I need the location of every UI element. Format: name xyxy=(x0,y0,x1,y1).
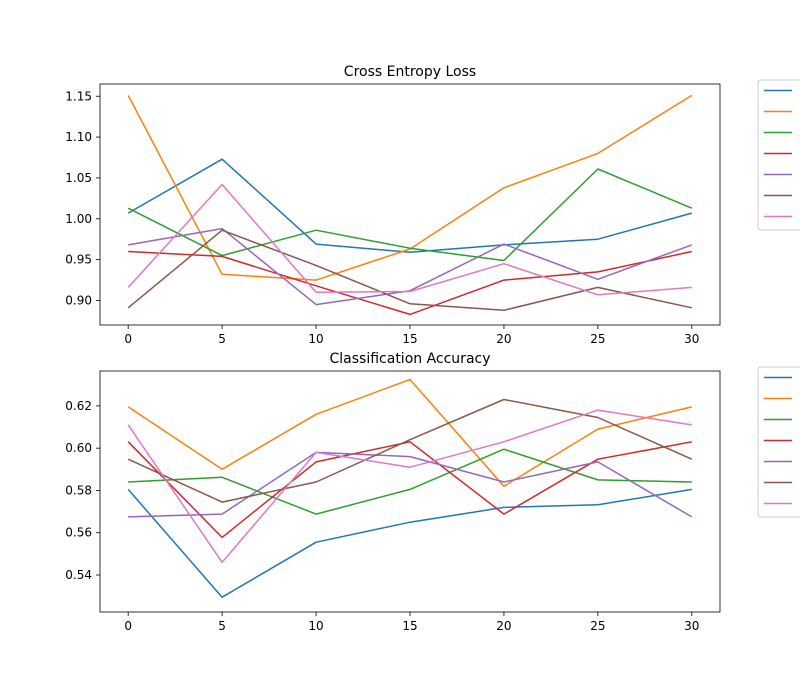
y-tick-label: 1.00 xyxy=(65,212,92,226)
series-line-2 xyxy=(127,378,692,487)
x-tick-label: 25 xyxy=(590,619,605,633)
series-line-4 xyxy=(127,441,692,539)
axes: 0 5 10 15 20 25 30 0.90 0.95 1.00 1.05 1.10 1.15 xyxy=(65,83,721,346)
axes: 0 5 10 15 20 25 30 0.54 0.56 0.58 0.60 0.62 xyxy=(65,370,721,633)
cross-entropy-loss-chart: Cross Entropy Loss 0 5 10 15 20 25 30 0.90 0.95 1… xyxy=(65,64,800,346)
y-tick-label: 1.15 xyxy=(65,89,92,103)
y-tick-label: 0.54 xyxy=(65,568,92,582)
legend-box xyxy=(757,366,800,518)
y-tick-label: 0.62 xyxy=(65,399,92,413)
x-tick-label: 30 xyxy=(684,332,699,346)
series-lines xyxy=(127,378,693,598)
legend-box xyxy=(757,79,800,231)
legend xyxy=(757,366,800,518)
series-line-3 xyxy=(127,168,693,262)
legend xyxy=(757,79,800,231)
x-tick-label: 5 xyxy=(218,619,226,633)
series-line-6 xyxy=(127,398,693,503)
x-tick-label: 0 xyxy=(124,332,132,346)
series-lines xyxy=(127,94,693,316)
series-line-1 xyxy=(127,158,693,254)
y-tick-label: 1.05 xyxy=(65,171,92,185)
y-tick-label: 0.56 xyxy=(65,526,92,540)
y-tick-label: 0.90 xyxy=(65,293,92,307)
y-tick-label: 0.60 xyxy=(65,441,92,455)
x-tick-label: 25 xyxy=(590,332,605,346)
y-tick-label: 1.10 xyxy=(65,130,92,144)
x-tick-label: 10 xyxy=(308,619,323,633)
series-line-7 xyxy=(127,183,692,296)
series-line-5 xyxy=(128,451,693,518)
series-line-1 xyxy=(127,488,692,598)
x-tick-label: 15 xyxy=(402,619,417,633)
x-tick-label: 10 xyxy=(308,332,323,346)
series-line-3 xyxy=(128,448,692,515)
series-line-4 xyxy=(128,250,692,316)
series-line-5 xyxy=(128,227,693,306)
y-tick-label: 0.58 xyxy=(65,483,92,497)
x-tick-label: 5 xyxy=(218,332,226,346)
chart-title: Cross Entropy Loss xyxy=(344,64,476,80)
x-tick-label: 0 xyxy=(124,619,132,633)
x-tick-label: 30 xyxy=(684,619,699,633)
x-tick-label: 20 xyxy=(496,332,511,346)
chart-title: Classification Accuracy xyxy=(330,351,491,367)
series-line-2 xyxy=(127,94,693,281)
series-line-6 xyxy=(127,229,692,312)
x-tick-label: 15 xyxy=(402,332,417,346)
series-line-7 xyxy=(127,409,692,564)
y-tick-label: 0.95 xyxy=(65,253,92,267)
classification-accuracy-chart: Classification Accuracy 0 5 10 15 20 25 30 0.54… xyxy=(65,351,800,633)
x-tick-label: 20 xyxy=(496,619,511,633)
